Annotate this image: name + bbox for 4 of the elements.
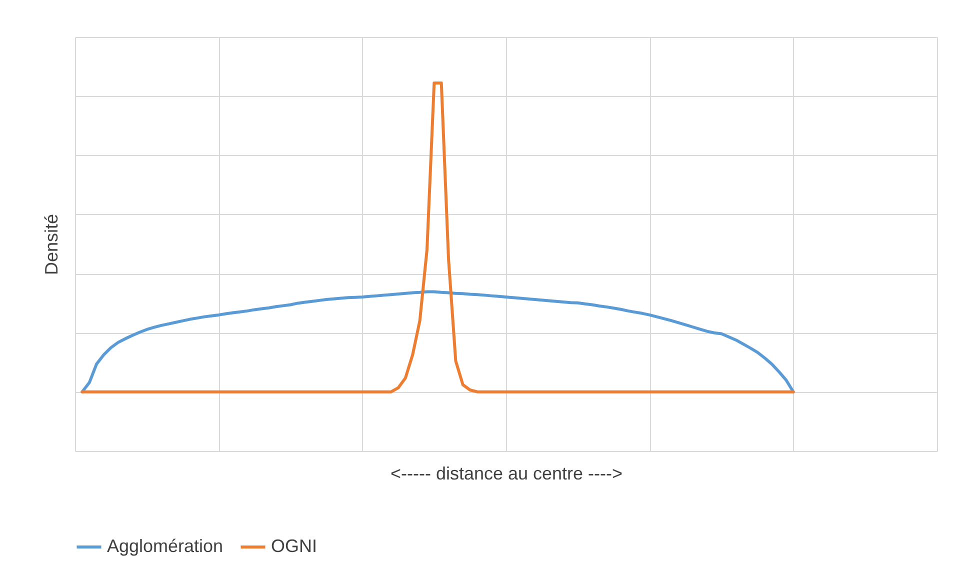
legend-label: OGNI [271, 536, 318, 556]
legend-label: Agglomération [107, 536, 224, 556]
y-axis-title: Densité [42, 214, 62, 276]
x-axis-title: <----- distance au centre ----> [390, 464, 623, 484]
